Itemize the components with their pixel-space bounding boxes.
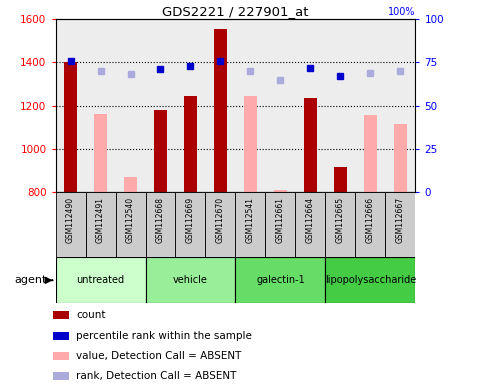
Bar <box>115 19 145 192</box>
Bar <box>85 19 115 192</box>
Title: GDS2221 / 227901_at: GDS2221 / 227901_at <box>162 5 309 18</box>
Bar <box>326 257 415 303</box>
Bar <box>355 192 385 257</box>
Text: galectin-1: galectin-1 <box>256 275 305 285</box>
Bar <box>394 124 407 192</box>
Text: rank, Detection Call = ABSENT: rank, Detection Call = ABSENT <box>76 371 237 381</box>
Text: GSM112541: GSM112541 <box>246 197 255 243</box>
Text: agent: agent <box>14 275 46 285</box>
Bar <box>326 192 355 257</box>
Bar <box>205 192 236 257</box>
Bar <box>266 19 296 192</box>
Bar <box>304 98 317 192</box>
Bar <box>385 192 415 257</box>
Text: untreated: untreated <box>76 275 125 285</box>
Bar <box>296 19 326 192</box>
Text: vehicle: vehicle <box>173 275 208 285</box>
Bar <box>364 115 377 192</box>
Bar <box>145 19 175 192</box>
Text: GSM112540: GSM112540 <box>126 197 135 243</box>
Bar <box>54 372 69 380</box>
Text: value, Detection Call = ABSENT: value, Detection Call = ABSENT <box>76 351 242 361</box>
Bar <box>184 96 197 192</box>
Bar <box>54 352 69 360</box>
Bar <box>56 19 85 192</box>
Bar <box>154 110 167 192</box>
Bar <box>274 190 287 192</box>
Bar <box>266 192 296 257</box>
Bar <box>85 192 115 257</box>
Bar <box>175 19 205 192</box>
Text: GSM112490: GSM112490 <box>66 197 75 243</box>
Bar <box>244 96 257 192</box>
Bar <box>115 192 145 257</box>
Text: GSM112661: GSM112661 <box>276 197 285 243</box>
Bar <box>54 311 69 319</box>
Bar <box>175 192 205 257</box>
Bar <box>205 19 236 192</box>
Text: lipopolysaccharide: lipopolysaccharide <box>325 275 416 285</box>
Bar <box>56 257 145 303</box>
Bar <box>64 63 77 192</box>
Text: GSM112491: GSM112491 <box>96 197 105 243</box>
Bar <box>213 29 227 192</box>
Bar <box>145 192 175 257</box>
Bar <box>326 19 355 192</box>
Text: GSM112666: GSM112666 <box>366 197 375 243</box>
Text: GSM112670: GSM112670 <box>216 197 225 243</box>
Text: GSM112668: GSM112668 <box>156 197 165 243</box>
Bar <box>56 192 85 257</box>
Text: GSM112665: GSM112665 <box>336 197 345 243</box>
Bar <box>145 257 236 303</box>
Bar <box>236 257 326 303</box>
Text: GSM112667: GSM112667 <box>396 197 405 243</box>
Text: 100%: 100% <box>388 7 415 18</box>
Text: GSM112664: GSM112664 <box>306 197 315 243</box>
Bar <box>385 19 415 192</box>
Bar <box>94 114 107 192</box>
Bar <box>236 19 266 192</box>
Bar <box>355 19 385 192</box>
Text: count: count <box>76 310 106 321</box>
Text: GSM112669: GSM112669 <box>186 197 195 243</box>
Bar <box>334 167 347 192</box>
Text: percentile rank within the sample: percentile rank within the sample <box>76 331 252 341</box>
Bar <box>296 192 326 257</box>
Bar <box>54 332 69 340</box>
Bar <box>236 192 266 257</box>
Bar <box>124 177 137 192</box>
